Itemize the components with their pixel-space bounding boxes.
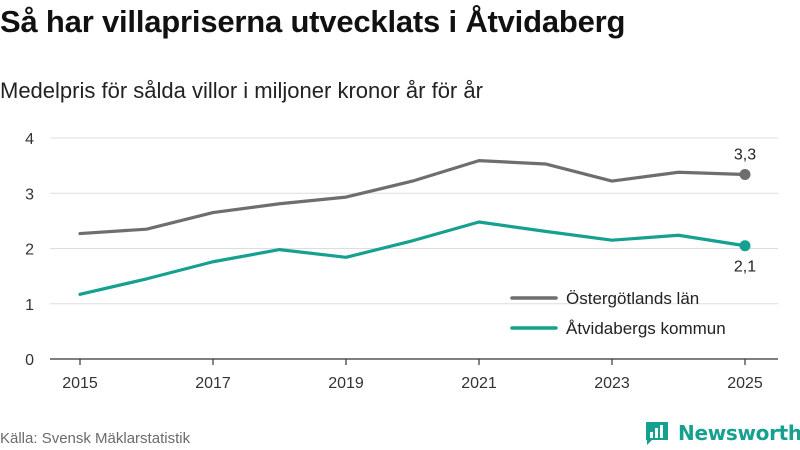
x-tick-label: 2021 <box>461 375 497 392</box>
series-end-point-2 <box>739 240 751 252</box>
x-tick-label: 2017 <box>195 375 231 392</box>
legend-label: Östergötlands län <box>566 289 699 308</box>
y-tick-label: 2 <box>25 242 34 259</box>
brand-name: Newsworthy <box>678 421 800 445</box>
chart-title: Så har villapriserna utvecklats i Åtvida… <box>0 4 626 39</box>
end-value-label: 3,3 <box>734 146 756 163</box>
x-tick-label: 2019 <box>328 375 364 392</box>
y-tick-label: 1 <box>25 297 34 314</box>
source-note: Källa: Svensk Mäklarstatistik <box>0 430 191 447</box>
brand-logo: Newsworthy <box>644 420 800 446</box>
y-tick-label: 3 <box>25 186 34 203</box>
series-line-1 <box>78 159 747 236</box>
x-tick-label: 2025 <box>727 375 763 392</box>
newsworthy-logo-icon <box>646 422 668 445</box>
end-value-label: 2,1 <box>734 259 756 276</box>
y-tick-label: 4 <box>25 131 34 148</box>
y-tick-label: 0 <box>25 352 34 369</box>
x-tick-label: 2015 <box>62 375 98 392</box>
legend-label: Åtvidabergs kommun <box>566 319 726 338</box>
chart-subtitle: Medelpris för sålda villor i miljoner kr… <box>0 78 483 103</box>
series-end-point-1 <box>739 168 751 180</box>
series-line-2 <box>78 220 747 296</box>
x-tick-label: 2023 <box>594 375 630 392</box>
